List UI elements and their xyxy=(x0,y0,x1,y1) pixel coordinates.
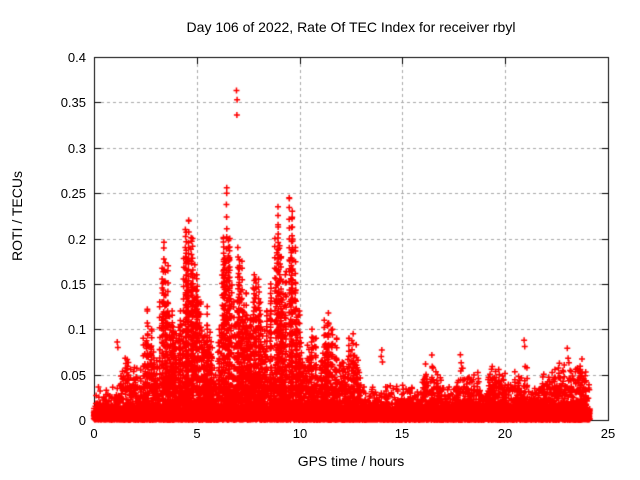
chart-title: Day 106 of 2022, Rate Of TEC Index for r… xyxy=(186,19,516,35)
x-axis-label: GPS time / hours xyxy=(297,453,405,469)
y-tick-label: 0.15 xyxy=(60,277,86,292)
y-axis-label: ROTI / TECUs xyxy=(9,171,25,261)
y-tick-label: 0 xyxy=(78,413,86,428)
x-tick-label: 0 xyxy=(90,426,98,441)
y-tick-label: 0.2 xyxy=(67,232,86,247)
y-tick-label: 0.35 xyxy=(60,95,86,110)
y-tick-label: 0.25 xyxy=(60,186,86,201)
x-tick-label: 5 xyxy=(193,426,201,441)
y-tick-label: 0.3 xyxy=(67,141,86,156)
x-tick-label: 20 xyxy=(497,426,513,441)
y-tick-label: 0.4 xyxy=(67,50,86,65)
x-tick-label: 25 xyxy=(600,426,616,441)
y-tick-label: 0.05 xyxy=(60,368,86,383)
y-tick-label: 0.1 xyxy=(67,322,86,337)
x-tick-label: 10 xyxy=(292,426,308,441)
x-tick-label: 15 xyxy=(394,426,410,441)
